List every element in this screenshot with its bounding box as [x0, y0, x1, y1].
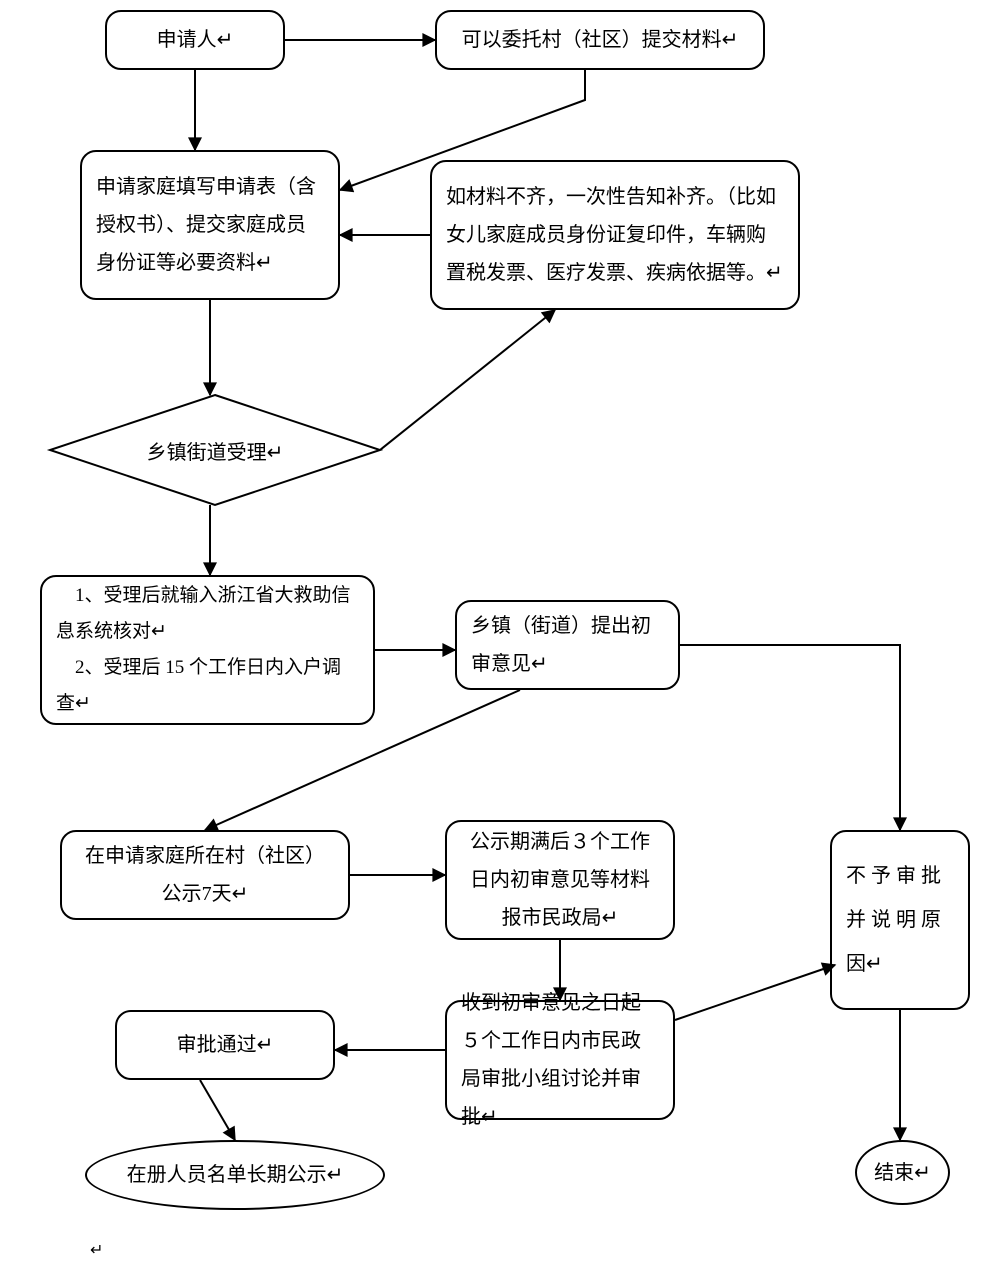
node-label: 不 予 审 批并 说 明 原因↵	[846, 854, 941, 986]
node-label: 在申请家庭所在村（社区）公示7天↵	[76, 837, 334, 913]
node-label: 可以委托村（社区）提交材料↵	[462, 21, 739, 59]
node-fill-form: 申请家庭填写申请表（含授权书）、提交家庭成员身份证等必要资料↵	[80, 150, 340, 300]
edge	[380, 310, 555, 450]
node-label: 公示期满后３个工作日内初审意见等材料报市民政局↵	[461, 823, 659, 937]
node-label: 申请家庭填写申请表（含授权书）、提交家庭成员身份证等必要资料↵	[96, 168, 324, 282]
node-end: 结束↵	[855, 1140, 950, 1205]
node-label: 收到初审意见之日起５个工作日内市民政局审批小组讨论并审批↵	[461, 984, 659, 1136]
node-publicity-7days: 在申请家庭所在村（社区）公示7天↵	[60, 830, 350, 920]
node-label: 乡镇（街道）提出初审意见↵	[471, 607, 664, 683]
node-label: 如材料不齐，一次性告知补齐。（比如女儿家庭成员身份证复印件，车辆购置税发票、医疗…	[446, 178, 784, 292]
flowchart-canvas: 申请人↵ 可以委托村（社区）提交材料↵ 申请家庭填写申请表（含授权书）、提交家庭…	[0, 0, 1000, 1281]
node-preliminary-opinion: 乡镇（街道）提出初审意见↵	[455, 600, 680, 690]
node-label: 结束↵	[874, 1154, 931, 1192]
node-report-civil-bureau: 公示期满后３个工作日内初审意见等材料报市民政局↵	[445, 820, 675, 940]
node-review-5days: 收到初审意见之日起５个工作日内市民政局审批小组讨论并审批↵	[445, 1000, 675, 1120]
edge	[675, 965, 835, 1020]
edge	[680, 645, 900, 830]
node-long-term-publicity: 在册人员名单长期公示↵	[85, 1140, 385, 1210]
node-label: 1、受理后就输入浙江省大救助信息系统核对↵ 2、受理后 15 个工作日内入户调查…	[56, 578, 359, 722]
node-label: 审批通过↵	[177, 1026, 274, 1064]
footer-mark: ↵	[90, 1240, 103, 1260]
node-township-accept: 乡镇街道受理↵	[50, 395, 380, 505]
node-delegate: 可以委托村（社区）提交材料↵	[435, 10, 765, 70]
node-approved: 审批通过↵	[115, 1010, 335, 1080]
node-incomplete-materials: 如材料不齐，一次性告知补齐。（比如女儿家庭成员身份证复印件，车辆购置税发票、医疗…	[430, 160, 800, 310]
node-applicant: 申请人↵	[105, 10, 285, 70]
node-deny: 不 予 审 批并 说 明 原因↵	[830, 830, 970, 1010]
node-label: 在册人员名单长期公示↵	[127, 1156, 344, 1194]
node-verify: 1、受理后就输入浙江省大救助信息系统核对↵ 2、受理后 15 个工作日内入户调查…	[40, 575, 375, 725]
node-label: 申请人↵	[157, 21, 234, 59]
edge	[200, 1080, 235, 1140]
node-label: 乡镇街道受理↵	[147, 436, 284, 465]
